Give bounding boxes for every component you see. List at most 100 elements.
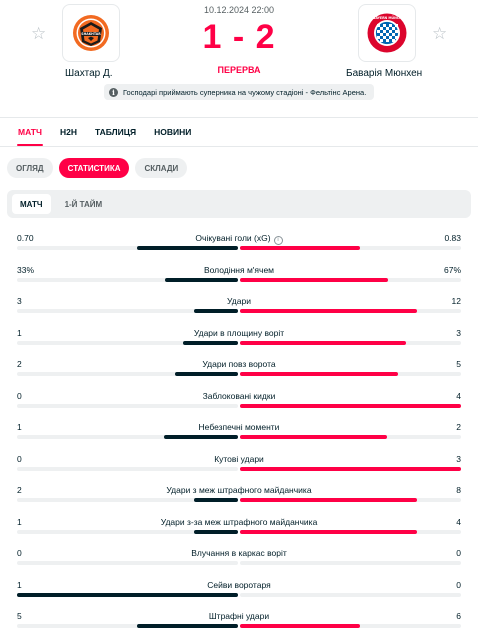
subtab-statistics[interactable]: СТАТИСТИКА — [58, 158, 130, 178]
stat-label-text: Штрафні удари — [208, 611, 270, 621]
stat-home-track — [17, 277, 238, 282]
stat-label-text: Удари — [227, 296, 251, 306]
stat-away-bar — [240, 435, 388, 439]
stat-home-track — [17, 561, 238, 565]
stat-home-track — [17, 498, 238, 502]
period-match[interactable]: МАТЧ — [12, 194, 51, 214]
stat-label-text: Влучання в каркас воріт — [191, 548, 287, 558]
svg-text:FC BAYERN MÜNCHEN: FC BAYERN MÜNCHEN — [367, 15, 407, 20]
stat-label-text: Кутові удари — [214, 453, 264, 464]
match-tabs: МАТЧ H2H ТАБЛИЦЯ НОВИНИ — [17, 127, 209, 147]
tab-match[interactable]: МАТЧ — [17, 127, 43, 146]
away-team-name[interactable]: Баварія Мюнхен — [346, 68, 423, 79]
info-icon[interactable]: i — [273, 236, 283, 245]
stat-label: Заблоковані кидки — [0, 391, 478, 401]
stat-label-text: Очікувані голи (xG) — [195, 233, 271, 243]
stat-home-bar — [17, 592, 238, 597]
svg-text:SHAKHTAR: SHAKHTAR — [81, 32, 101, 36]
stat-home-bar — [193, 529, 238, 534]
stat-label: Небезпечні моменти — [0, 422, 478, 432]
match-phase: ПЕРЕРВА — [217, 65, 261, 75]
stat-away-value: 3 — [456, 327, 461, 338]
info-icon: i — [109, 87, 118, 97]
away-favorite-star-icon[interactable]: ☆ — [432, 24, 448, 43]
stat-home-track — [17, 403, 238, 408]
stat-home-bar — [193, 309, 238, 313]
shakhtar-logo-icon: SHAKHTAR — [73, 15, 109, 51]
stat-home-track — [17, 372, 238, 376]
stat-label: Влучання в каркас воріт — [0, 548, 478, 558]
stat-away-bar — [240, 624, 361, 628]
stat-label: Удари з-за меж штрафного майданчика — [0, 517, 478, 527]
period-selector: МАТЧ 1-Й ТАЙМ — [7, 190, 471, 218]
stat-away-bar — [240, 466, 461, 471]
stat-away-value: 0 — [456, 548, 461, 558]
stat-label-text: Удари з-за меж штрафного майданчика — [160, 516, 318, 527]
match-date: 10.12.2024 22:00 — [203, 5, 275, 15]
stat-label: Удари з меж штрафного майданчика — [0, 485, 478, 495]
home-team-logo[interactable]: SHAKHTAR — [62, 4, 120, 62]
stat-home-bar — [174, 372, 238, 376]
bayern-logo-icon: FC BAYERN MÜNCHEN — [367, 13, 407, 53]
stat-row: 0 Влучання в каркас воріт 0 — [0, 547, 478, 579]
subtab-lineups[interactable]: СКЛАДИ — [135, 158, 188, 178]
stat-home-value: 1 — [17, 516, 22, 527]
stat-label-text: Удари в площину воріт — [193, 327, 285, 338]
stat-home-value: 33% — [17, 264, 35, 275]
stat-away-bar — [240, 277, 389, 282]
tab-news[interactable]: НОВИНИ — [154, 127, 192, 137]
stat-away-value: 6 — [456, 611, 461, 621]
tab-table[interactable]: ТАБЛИЦЯ — [94, 127, 137, 137]
stat-home-track — [17, 309, 238, 313]
stat-label-text: Володіння м'ячем — [203, 264, 275, 275]
stat-home-bar — [193, 498, 238, 502]
stat-label-text: Удари з меж штрафного майданчика — [166, 485, 312, 495]
match-header: ☆ SHAKHTAR Шахтар Д. 10.12.2024 22:00 1 … — [0, 0, 478, 108]
stat-away-track — [240, 372, 461, 376]
stat-away-track — [240, 498, 461, 502]
stat-away-bar — [240, 529, 417, 534]
stat-away-track — [240, 246, 461, 250]
period-first-half[interactable]: 1-Й ТАЙМ — [64, 199, 103, 209]
stat-away-track — [240, 340, 461, 345]
stat-away-value: 2 — [456, 422, 461, 432]
header-divider — [0, 117, 478, 118]
stat-row: 0.70 Очікувані голи (xG) i 0.83 — [0, 232, 478, 264]
stat-row: 1 Удари з-за меж штрафного майданчика 4 — [0, 516, 478, 548]
stat-label: Володіння м'ячем — [0, 265, 478, 275]
stat-row: 1 Небезпечні моменти 2 — [0, 421, 478, 453]
stat-away-track — [240, 624, 461, 628]
stat-home-track — [17, 592, 238, 597]
stat-away-value: 3 — [456, 453, 461, 464]
stat-row: 3 Удари 12 — [0, 295, 478, 327]
home-favorite-star-icon[interactable]: ☆ — [31, 24, 47, 43]
subtab-overview[interactable]: ОГЛЯД — [7, 158, 53, 178]
stat-away-value: 8 — [456, 485, 461, 495]
stat-away-track — [240, 435, 461, 439]
stat-home-track — [17, 466, 238, 471]
stat-row: 2 Удари повз ворота 5 — [0, 358, 478, 390]
stat-label: Удари в площину воріт — [0, 328, 478, 338]
stat-away-bar — [240, 372, 398, 376]
stat-away-bar — [240, 309, 417, 313]
stat-home-bar — [137, 624, 238, 628]
stat-home-value: 1 — [17, 327, 22, 338]
sub-tabs: ОГЛЯД СТАТИСТИКА СКЛАДИ — [7, 158, 188, 178]
stat-label: Удари повз ворота — [0, 359, 478, 369]
stat-away-track — [240, 561, 461, 565]
stat-label-text: Удари повз ворота — [202, 359, 276, 369]
away-team-logo[interactable]: FC BAYERN MÜNCHEN — [358, 4, 416, 62]
home-team-name[interactable]: Шахтар Д. — [65, 68, 113, 79]
tab-h2h[interactable]: H2H — [59, 127, 77, 137]
stat-away-bar — [240, 340, 406, 345]
stat-row: 5 Штрафні удари 6 — [0, 610, 478, 638]
stat-home-value: 3 — [17, 296, 22, 306]
stat-row: 1 Удари в площину воріт 3 — [0, 327, 478, 359]
stat-label: Кутові удари — [0, 454, 478, 464]
stat-away-bar — [240, 403, 461, 408]
stat-label-text: Небезпечні моменти — [198, 422, 280, 432]
stat-away-track — [240, 309, 461, 313]
stat-home-track — [17, 246, 238, 250]
stat-home-value: 0 — [17, 390, 22, 401]
stat-away-value: 67% — [443, 264, 461, 275]
